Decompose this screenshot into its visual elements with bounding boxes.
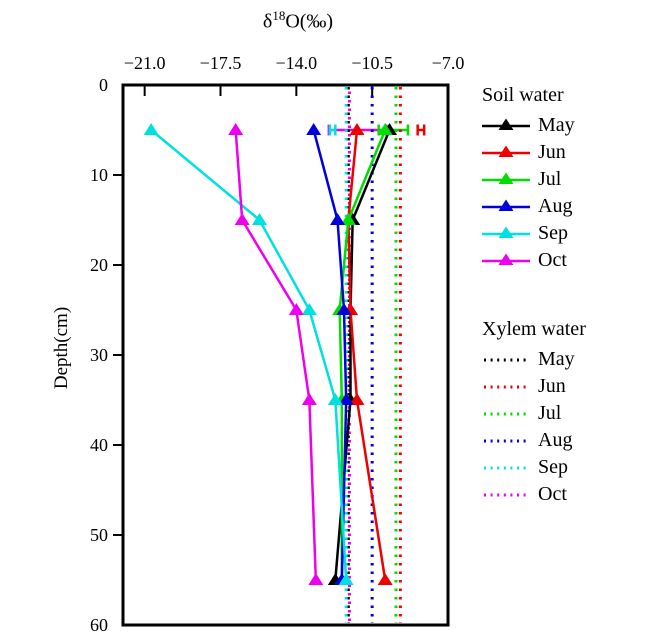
y-axis-title: Depth(cm) [51,306,72,390]
legend-month-label: May [538,113,575,136]
soil-marker-Jun-5cm [349,123,365,135]
error-bar-Sep [328,124,337,136]
legend-month-label: Jun [538,140,566,163]
soil-marker-Jun-55cm [377,573,393,585]
soil-water-series-Sep [143,123,354,585]
xylem-legend-item-Jul: Jul [482,399,650,426]
x-axis-tick-label: −17.5 [200,53,242,73]
line-triangle-swatch-icon [482,172,530,184]
soil-marker-Aug-15cm [330,213,345,225]
xylem-legend-item-Sep: Sep [482,453,650,480]
soil-water-series-May [327,123,397,585]
soil-marker-Jul-15cm [340,213,356,225]
x-axis-title: δ18O(‰) [133,8,463,34]
soil-legend-item-May: May [482,111,650,138]
y-axis-tick-label: 20 [90,255,108,275]
line-triangle-swatch-icon [482,226,530,238]
legend-month-label: Jun [538,374,566,397]
soil-marker-Oct-25cm [288,303,304,315]
soil-legend-item-Jun: Jun [482,138,650,165]
legend-month-label: Sep [538,221,568,244]
soil-legend-item-Oct: Oct [482,246,650,273]
plot-border [121,83,450,627]
soil-marker-Sep-15cm [252,213,267,225]
soil-water-series-Oct [228,123,324,585]
dotted-line-swatch-icon [484,493,528,496]
dotted-line-swatch-icon [484,412,528,415]
soil-marker-Oct-55cm [308,573,324,585]
soil-water-series-Aug [306,123,354,585]
y-axis-tick-label: 50 [90,525,108,545]
x-axis-tick-label: −10.5 [351,53,393,73]
soil-water-line-Jun [347,129,387,581]
x-axis-tick-label: −14.0 [276,53,318,73]
legend-month-label: Sep [538,455,568,478]
dotted-line-swatch-icon [484,385,528,388]
line-triangle-swatch-icon [482,253,530,265]
soil-legend-item-Aug: Aug [482,192,650,219]
error-bar-Jun [416,124,426,136]
soil-marker-Aug-5cm [306,123,322,135]
y-axis-tick-label: 30 [90,345,108,365]
soil-water-line-Sep [150,129,348,581]
legend-month-label: Jul [538,401,562,424]
soil-marker-Oct-15cm [234,213,250,225]
x-axis-tick-label: −7.0 [432,53,465,73]
soil-legend-item-Jul: Jul [482,165,650,192]
line-triangle-swatch-icon [482,118,530,130]
xylem-legend-item-Oct: Oct [482,480,650,507]
dotted-line-swatch-icon [484,466,528,469]
y-axis-tick-label: 10 [90,165,108,185]
y-axis-tick-label: 0 [99,75,108,95]
soil-marker-Sep-35cm [327,393,343,405]
xylem-water-legend: Xylem water May Jun Jul Aug Sep Oct [482,318,650,507]
xylem-water-legend-title: Xylem water [482,318,586,340]
soil-marker-Jul-5cm [377,123,393,135]
soil-water-legend-title: Soil water [482,84,564,106]
soil-marker-Sep-25cm [301,303,317,315]
legend-month-label: Aug [538,194,573,217]
soil-water-series-Jun [340,123,393,585]
legend-month-label: Oct [538,248,567,271]
y-axis-tick-label: 60 [90,615,108,635]
x-axis-title-superscript: 18 [272,8,286,23]
x-axis-title-delta: δ [262,10,273,33]
soil-marker-Aug-35cm [338,393,354,405]
xylem-legend-item-May: May [482,345,650,372]
soil-marker-Jun-35cm [349,393,365,405]
legend-month-label: Oct [538,482,567,505]
dotted-line-swatch-icon [484,358,528,361]
soil-legend-item-Sep: Sep [482,219,650,246]
legend-month-label: Jul [538,167,562,190]
soil-water-legend: Soil water May Jun Jul Aug Sep Oct [482,84,650,273]
soil-water-line-Oct [234,129,318,581]
line-triangle-swatch-icon [482,199,530,211]
dotted-line-swatch-icon [484,439,528,442]
y-axis-tick-label: 40 [90,435,108,455]
legend-month-label: May [538,347,575,370]
soil-marker-Aug-25cm [336,303,352,315]
soil-marker-Sep-5cm [143,123,159,135]
soil-marker-Oct-35cm [301,393,317,405]
x-axis-tick-label: −21.0 [124,53,166,73]
line-triangle-swatch-icon [482,145,530,157]
x-axis-title-unit: O(‰) [285,10,334,33]
xylem-legend-item-Aug: Aug [482,426,650,453]
legend-month-label: Aug [538,428,573,451]
soil-marker-Oct-5cm [228,123,244,135]
soil-marker-Sep-55cm [338,573,354,585]
xylem-legend-item-Jun: Jun [482,372,650,399]
